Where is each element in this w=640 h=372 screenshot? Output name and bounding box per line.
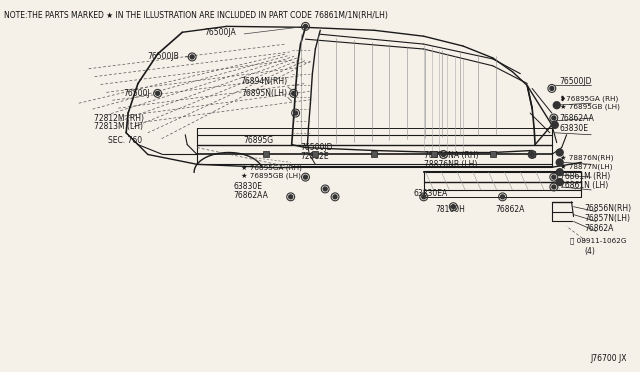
Circle shape	[156, 92, 159, 95]
Text: 76861M (RH): 76861M (RH)	[560, 171, 610, 181]
Circle shape	[323, 187, 327, 191]
Text: ⓝ 08911-1062G: ⓝ 08911-1062G	[570, 238, 626, 244]
Text: 72812E: 72812E	[301, 152, 329, 161]
Text: J76700 JX: J76700 JX	[590, 355, 627, 363]
Text: 63830E: 63830E	[560, 124, 589, 133]
Circle shape	[190, 55, 194, 59]
Text: 76500JA: 76500JA	[205, 28, 237, 37]
Circle shape	[333, 195, 337, 199]
Circle shape	[500, 195, 504, 199]
Circle shape	[556, 159, 563, 166]
Circle shape	[552, 175, 556, 179]
Text: ❥76895GA (RH): ❥76895GA (RH)	[560, 95, 618, 102]
Text: 76862AA: 76862AA	[560, 113, 595, 122]
Text: 76862A: 76862A	[495, 205, 525, 214]
Text: 72813M (LH): 72813M (LH)	[93, 122, 143, 131]
Text: ★ 78876N(RH): ★ 78876N(RH)	[560, 154, 613, 161]
Text: 76862AA: 76862AA	[234, 191, 268, 201]
Text: 76500JB: 76500JB	[148, 52, 179, 61]
Text: 76500JD: 76500JD	[560, 77, 592, 86]
Circle shape	[292, 92, 296, 95]
Text: NOTE:THE PARTS MARKED ★ IN THE ILLUSTRATION ARE INCLUDED IN PART CODE 76861M/1N(: NOTE:THE PARTS MARKED ★ IN THE ILLUSTRAT…	[4, 10, 388, 20]
Circle shape	[289, 195, 292, 199]
Text: 76500JD: 76500JD	[301, 143, 333, 152]
Circle shape	[530, 153, 534, 157]
Text: ★ 78877N(LH): ★ 78877N(LH)	[560, 163, 612, 170]
Text: 72812M (RH): 72812M (RH)	[93, 113, 143, 122]
Circle shape	[552, 116, 556, 120]
Circle shape	[303, 175, 307, 179]
Text: 76862A: 76862A	[584, 224, 614, 233]
Circle shape	[451, 205, 455, 209]
Circle shape	[294, 111, 298, 115]
Circle shape	[554, 102, 560, 109]
Text: 76857N(LH): 76857N(LH)	[584, 214, 630, 223]
Text: 63830E: 63830E	[234, 183, 262, 192]
Text: ★ 76895GB (LH): ★ 76895GB (LH)	[241, 173, 301, 179]
Text: 76856N(RH): 76856N(RH)	[584, 204, 632, 213]
Text: 78876NB (LH): 78876NB (LH)	[424, 160, 477, 169]
Circle shape	[556, 149, 563, 156]
Text: 78100H: 78100H	[436, 205, 465, 214]
Circle shape	[551, 121, 558, 128]
Text: 76500J: 76500J	[123, 89, 150, 98]
Circle shape	[552, 185, 556, 189]
Text: SEC. 760: SEC. 760	[108, 136, 143, 145]
Circle shape	[556, 169, 563, 176]
Text: (4): (4)	[584, 247, 595, 256]
Text: 76895G: 76895G	[244, 136, 274, 145]
Text: 63830EA: 63830EA	[414, 189, 448, 198]
Text: 76861N (LH): 76861N (LH)	[560, 180, 608, 189]
Text: 76895N(LH): 76895N(LH)	[242, 89, 288, 98]
Circle shape	[550, 86, 554, 90]
Text: ★ 76895GB (LH): ★ 76895GB (LH)	[560, 104, 620, 110]
Circle shape	[556, 179, 563, 186]
Text: 76894N(RH): 76894N(RH)	[241, 77, 288, 86]
Text: ★ 76895GA (RH): ★ 76895GA (RH)	[241, 164, 302, 170]
Circle shape	[303, 25, 307, 28]
Text: 78876NA (RH): 78876NA (RH)	[424, 151, 478, 160]
Circle shape	[422, 195, 426, 199]
Circle shape	[442, 153, 445, 157]
